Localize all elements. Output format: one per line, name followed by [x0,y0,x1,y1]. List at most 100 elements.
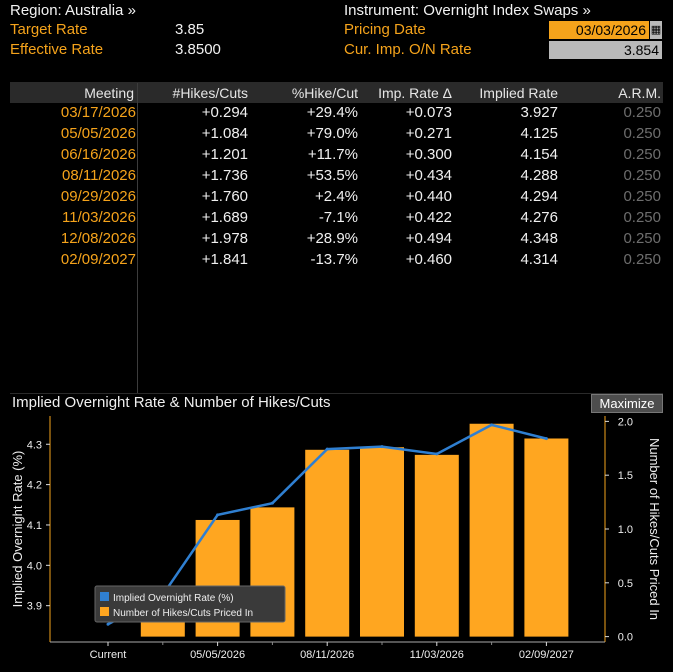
right-tick-label: 1.5 [618,470,633,482]
cell-delta: +0.494 [405,230,452,247]
implied-rate-point[interactable] [325,447,329,451]
table-row[interactable]: 02/09/2027 +1.841 -13.7% +0.460 4.314 0.250 [10,250,663,271]
meeting-date: 03/17/2026 [60,104,136,121]
cell-delta: +0.434 [405,167,452,184]
cell-implied: 4.276 [520,209,558,226]
table-row[interactable]: 12/08/2026 +1.978 +28.9% +0.494 4.348 0.250 [10,229,663,250]
cell-implied: 4.348 [520,230,558,247]
cell-hikes: +1.201 [201,146,248,163]
cell-hikes: +0.294 [201,104,248,121]
left-tick-label: 4.3 [27,439,42,451]
cell-pct: +2.4% [315,188,358,205]
x-tick-label: 11/03/2026 [410,649,464,661]
col-rate-delta[interactable]: Imp. Rate Δ [378,85,452,101]
cell-implied: 4.288 [520,167,558,184]
chart-title: Implied Overnight Rate & Number of Hikes… [12,394,331,411]
cell-arm: 0.250 [623,230,661,247]
cell-arm: 0.250 [623,125,661,142]
legend-label-hikes: Number of Hikes/Cuts Priced In [113,608,253,619]
meeting-date: 02/09/2027 [60,251,136,268]
maximize-button[interactable]: Maximize [591,394,663,413]
right-axis-title: Number of Hikes/Cuts Priced In [647,438,662,620]
instrument-selector[interactable]: Instrument: Overnight Index Swaps » [344,2,591,19]
implied-rate-point[interactable] [490,423,494,427]
left-tick-label: 3.9 [27,601,42,613]
cur-imp-rate-value: 3.854 [549,41,662,59]
implied-rate-point[interactable] [380,445,384,449]
table-row[interactable]: 03/17/2026 +0.294 +29.4% +0.073 3.927 0.250 [10,103,663,124]
col-implied-rate[interactable]: Implied Rate [479,85,558,101]
meeting-date: 06/16/2026 [60,146,136,163]
legend-label-rate: Implied Overnight Rate (%) [113,593,234,604]
cell-implied: 3.927 [520,104,558,121]
cell-pct: -7.1% [318,209,358,226]
implied-rate-point[interactable] [106,622,110,626]
cell-arm: 0.250 [623,188,661,205]
cell-arm: 0.250 [623,251,661,268]
cell-delta: +0.460 [405,251,452,268]
col-arm[interactable]: A.R.M. [618,85,661,101]
x-tick-label: 05/05/2026 [190,649,245,661]
hikes-bar[interactable] [524,438,569,637]
meeting-date: 08/11/2026 [62,167,136,184]
col-hikes[interactable]: #Hikes/Cuts [172,85,248,101]
region-selector[interactable]: Region: Australia » [10,2,136,19]
cell-implied: 4.314 [520,251,558,268]
cell-hikes: +1.689 [201,209,248,226]
cell-pct: +11.7% [307,146,358,163]
cell-delta: +0.271 [405,125,452,142]
cell-pct: -13.7% [310,251,358,268]
cell-delta: +0.073 [405,104,452,121]
x-tick-label: Current [90,649,127,661]
left-tick-label: 4.2 [27,480,42,492]
hikes-bar[interactable] [414,454,459,637]
x-tick-label: 02/09/2027 [519,649,574,661]
cell-pct: +28.9% [306,230,358,247]
cell-delta: +0.422 [405,209,452,226]
implied-rate-point[interactable] [270,501,274,505]
cell-arm: 0.250 [623,167,661,184]
implied-rate-point[interactable] [544,437,548,441]
x-tick-label: 08/11/2026 [300,649,354,661]
target-rate-value: 3.85 [175,21,205,38]
cell-delta: +0.300 [405,146,452,163]
table-row[interactable]: 11/03/2026 +1.689 -7.1% +0.422 4.276 0.250 [10,208,663,229]
implied-rate-point[interactable] [216,513,220,517]
col-pct[interactable]: %Hike/Cut [291,85,358,101]
cell-pct: +29.4% [306,104,358,121]
effective-rate-value: 3.8500 [175,41,221,58]
left-axis-title: Implied Overnight Rate (%) [10,451,25,608]
table-row[interactable]: 09/29/2026 +1.760 +2.4% +0.440 4.294 0.250 [10,187,663,208]
cell-arm: 0.250 [623,209,661,226]
right-tick-label: 1.0 [618,524,633,536]
target-rate-label: Target Rate [10,21,88,38]
cell-arm: 0.250 [623,104,661,121]
pricing-date-input[interactable]: 03/03/2026 [549,21,649,39]
cell-delta: +0.440 [405,188,452,205]
meetings-table: Meeting #Hikes/Cuts %Hike/Cut Imp. Rate … [10,82,663,393]
table-row[interactable]: 05/05/2026 +1.084 +79.0% +0.271 4.125 0.250 [10,124,663,145]
hikes-bar[interactable] [360,447,404,637]
right-tick-label: 0.5 [618,578,633,590]
cell-hikes: +1.841 [201,251,248,268]
table-row[interactable]: 06/16/2026 +1.201 +11.7% +0.300 4.154 0.250 [10,145,663,166]
left-tick-label: 4.1 [27,520,42,532]
legend-swatch-bar [100,607,109,616]
col-meeting[interactable]: Meeting [84,85,134,101]
cell-hikes: +1.084 [201,125,248,142]
cell-pct: +79.0% [306,125,358,142]
table-header: Meeting #Hikes/Cuts %Hike/Cut Imp. Rate … [10,83,663,103]
cur-imp-rate-label: Cur. Imp. O/N Rate [344,41,472,58]
calendar-icon[interactable]: ▦ [650,21,662,39]
effective-rate-label: Effective Rate [10,41,104,58]
chart: 3.9 4.0 4.1 4.2 4.3 0.0 0.5 1.0 1.5 2.0 Implied Ov… [10,416,662,661]
hikes-bar[interactable] [305,449,350,637]
meeting-date: 12/08/2026 [60,230,136,247]
meeting-date: 09/29/2026 [60,188,136,205]
cell-pct: +53.5% [306,167,358,184]
implied-rate-point[interactable] [435,452,439,456]
meeting-date: 11/03/2026 [62,209,136,226]
cell-implied: 4.294 [520,188,558,205]
hikes-bar[interactable] [469,423,514,637]
table-row[interactable]: 08/11/2026 +1.736 +53.5% +0.434 4.288 0.250 [10,166,663,187]
